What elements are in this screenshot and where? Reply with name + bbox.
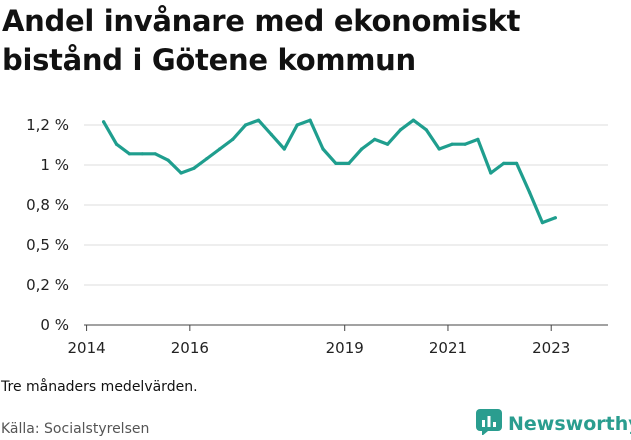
data-point bbox=[140, 152, 144, 156]
data-point bbox=[243, 123, 248, 127]
data-point bbox=[153, 152, 157, 156]
y-tick-label: 0,5 % bbox=[26, 236, 69, 254]
x-tick-label: 2019 bbox=[326, 339, 364, 357]
data-point bbox=[411, 118, 415, 122]
data-point bbox=[256, 118, 261, 122]
data-point bbox=[179, 171, 183, 175]
data-point bbox=[218, 147, 222, 151]
grid-lines bbox=[84, 124, 608, 326]
data-point bbox=[450, 142, 454, 146]
x-axis: 2014 2016 2019 2021 2023 bbox=[67, 325, 570, 357]
data-point bbox=[373, 137, 377, 141]
data-point bbox=[360, 147, 364, 151]
chart-note: Tre månaders medelvärden. bbox=[1, 379, 198, 395]
data-point bbox=[476, 137, 480, 141]
y-tick-label: 1 % bbox=[40, 156, 69, 174]
data-point bbox=[489, 171, 493, 175]
data-point bbox=[269, 133, 274, 137]
newsworthy-logo[interactable]: Newsworthy bbox=[476, 408, 631, 440]
series-layer bbox=[101, 118, 557, 225]
data-point bbox=[334, 161, 338, 165]
y-tick-label: 0 % bbox=[40, 316, 69, 334]
data-point bbox=[231, 137, 235, 141]
y-tick-label: 0,2 % bbox=[26, 276, 69, 294]
data-point bbox=[347, 161, 351, 165]
data-point bbox=[321, 147, 325, 151]
data-point bbox=[502, 161, 506, 165]
data-point bbox=[540, 221, 545, 225]
y-tick-label: 1,2 % bbox=[26, 116, 69, 134]
data-point bbox=[295, 123, 299, 127]
chart-title: Andel invånare med ekonomiskt bistånd i … bbox=[2, 4, 521, 77]
data-point bbox=[192, 166, 196, 170]
data-point bbox=[114, 142, 119, 146]
data-point bbox=[424, 128, 428, 132]
data-point bbox=[515, 161, 519, 165]
data-point bbox=[205, 157, 209, 161]
data-point bbox=[463, 142, 467, 146]
x-tick-label: 2023 bbox=[532, 339, 570, 357]
data-point bbox=[398, 128, 403, 132]
y-tick-label: 0,8 % bbox=[26, 196, 69, 214]
brand-name: Newsworthy bbox=[508, 413, 631, 435]
data-point bbox=[127, 152, 132, 156]
source-text: Källa: Socialstyrelsen bbox=[1, 421, 150, 437]
data-point bbox=[282, 147, 286, 151]
series-line bbox=[101, 118, 557, 225]
data-point bbox=[553, 216, 557, 220]
data-point bbox=[437, 147, 441, 151]
x-tick-label: 2021 bbox=[429, 339, 467, 357]
data-point bbox=[385, 142, 390, 146]
y-tick-labels: 0 % 0,2 % 0,5 % 0,8 % 1 % 1,2 % bbox=[26, 116, 69, 334]
x-tick-label: 2016 bbox=[171, 339, 209, 357]
data-point bbox=[102, 120, 106, 124]
data-point bbox=[527, 190, 532, 194]
bar-chart-icon bbox=[476, 408, 502, 440]
data-point bbox=[308, 118, 312, 122]
data-point bbox=[166, 158, 170, 162]
x-tick-label: 2014 bbox=[67, 339, 105, 357]
